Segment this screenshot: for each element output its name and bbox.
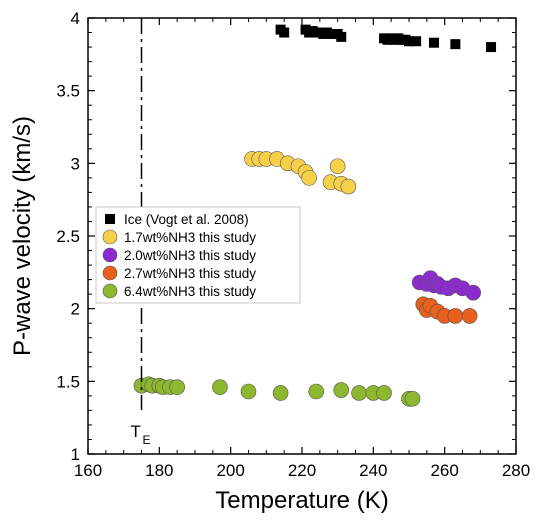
x-tick-label: 240 bbox=[359, 461, 387, 480]
legend-label: 2.0wt%NH3 this study bbox=[124, 248, 256, 263]
data-point bbox=[240, 383, 257, 400]
data-point bbox=[340, 178, 357, 195]
axis-titles: Temperature (K) P-wave velocity (km/s) bbox=[9, 116, 389, 514]
series-2 bbox=[244, 151, 357, 195]
data-point bbox=[376, 385, 392, 401]
data-point bbox=[404, 36, 414, 47]
legend-label: 2.7wt%NH3 this study bbox=[124, 266, 256, 281]
data-layer bbox=[133, 24, 497, 407]
data-point bbox=[465, 284, 482, 301]
y-tick-label: 2.5 bbox=[56, 227, 80, 246]
x-tick-label: 200 bbox=[216, 461, 244, 480]
data-point bbox=[411, 36, 422, 47]
legend-marker bbox=[102, 265, 118, 281]
x-tick-label: 260 bbox=[430, 461, 458, 480]
legend-entry: 2.0wt%NH3 this study bbox=[102, 247, 256, 263]
data-point bbox=[461, 308, 478, 324]
data-point bbox=[428, 37, 439, 48]
legend-entry: 1.7wt%NH3 this study bbox=[102, 229, 256, 245]
data-point bbox=[279, 27, 290, 38]
y-tick-label: 3 bbox=[71, 154, 80, 173]
legend-label: Ice (Vogt et al. 2008) bbox=[124, 212, 249, 227]
legend-marker bbox=[102, 247, 118, 263]
x-tick-label: 180 bbox=[145, 461, 173, 480]
y-tick-label: 1.5 bbox=[56, 372, 80, 391]
legend-label: 1.7wt%NH3 this study bbox=[124, 230, 256, 245]
axes: 160 180 200 220 240 260 280 1 1.5 2 2.5 3 3.5 4 bbox=[56, 9, 530, 480]
y-tick-label: 4 bbox=[71, 9, 80, 28]
series-4 bbox=[415, 296, 478, 324]
data-point bbox=[333, 382, 350, 398]
legend-marker bbox=[102, 229, 118, 245]
legend: Ice (Vogt et al. 2008) 1.7wt%NH3 this stu… bbox=[95, 206, 301, 304]
series-1 bbox=[275, 24, 497, 53]
data-point bbox=[169, 379, 185, 395]
data-point bbox=[329, 158, 346, 175]
x-tick-label: 220 bbox=[288, 461, 316, 480]
legend-marker bbox=[105, 214, 115, 224]
legend-label: 6.4wt%NH3 this study bbox=[124, 284, 256, 299]
y-tick-label: 1 bbox=[71, 445, 80, 464]
data-point bbox=[450, 39, 461, 50]
y-tick-label: 2 bbox=[71, 300, 80, 319]
legend-entry: 2.7wt%NH3 this study bbox=[102, 265, 256, 281]
data-point bbox=[351, 385, 367, 401]
data-point bbox=[301, 170, 317, 186]
legend-marker bbox=[102, 283, 118, 299]
legend-box bbox=[95, 206, 301, 304]
data-point bbox=[336, 31, 347, 42]
data-point bbox=[272, 385, 289, 401]
x-tick-label: 160 bbox=[74, 461, 102, 480]
data-point bbox=[486, 42, 497, 53]
data-point bbox=[325, 28, 336, 39]
x-axis-title: Temperature (K) bbox=[215, 487, 388, 514]
x-tick-label: 280 bbox=[502, 461, 530, 480]
series-3 bbox=[411, 270, 482, 301]
data-point bbox=[447, 308, 464, 324]
data-point bbox=[212, 379, 228, 395]
eutectic-label-subscript: E bbox=[143, 433, 151, 447]
y-axis-title: P-wave velocity (km/s) bbox=[9, 116, 36, 356]
eutectic-label: T bbox=[131, 422, 141, 441]
data-point bbox=[308, 383, 325, 400]
data-point bbox=[404, 390, 421, 407]
y-tick-label: 3.5 bbox=[56, 82, 80, 101]
series-5 bbox=[133, 376, 421, 407]
legend-entry: 6.4wt%NH3 this study bbox=[102, 283, 256, 299]
legend-entry: Ice (Vogt et al. 2008) bbox=[105, 212, 249, 227]
